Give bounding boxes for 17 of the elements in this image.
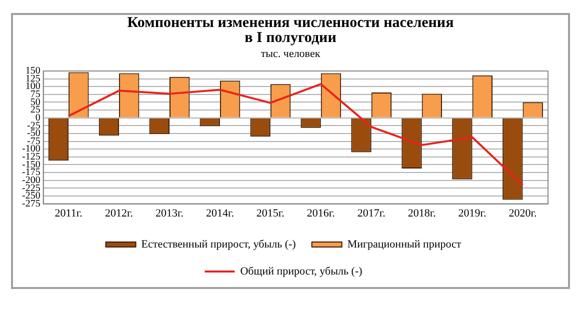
x-tick-label: 2019г.	[458, 207, 487, 220]
legend-label: Естественный прирост, убыль (-)	[141, 238, 296, 250]
chart-title: Компоненты изменения численности населения в I полугодии	[126, 15, 455, 46]
x-tick-label: 2013г.	[155, 207, 184, 220]
legend-label: Общий прирост, убыль (-)	[240, 265, 363, 278]
x-tick-label: 2017г.	[357, 207, 386, 220]
y-tick-label: 0	[35, 112, 40, 124]
x-tick-label: 2014г.	[206, 207, 234, 220]
chart-subtitle: тыс. человек	[260, 48, 322, 60]
x-tick-label: 2012г.	[105, 207, 134, 220]
x-tick-label: 2020г.	[508, 207, 538, 220]
x-tick-label: 2016г.	[306, 207, 336, 220]
x-tick-label: 2011г.	[54, 207, 83, 220]
x-tick-label: 2015г.	[256, 207, 285, 220]
legend-label: Миграционный прирост	[347, 238, 462, 250]
x-tick-label: 2018г.	[408, 207, 436, 220]
y-tick-label: -275	[22, 198, 40, 210]
